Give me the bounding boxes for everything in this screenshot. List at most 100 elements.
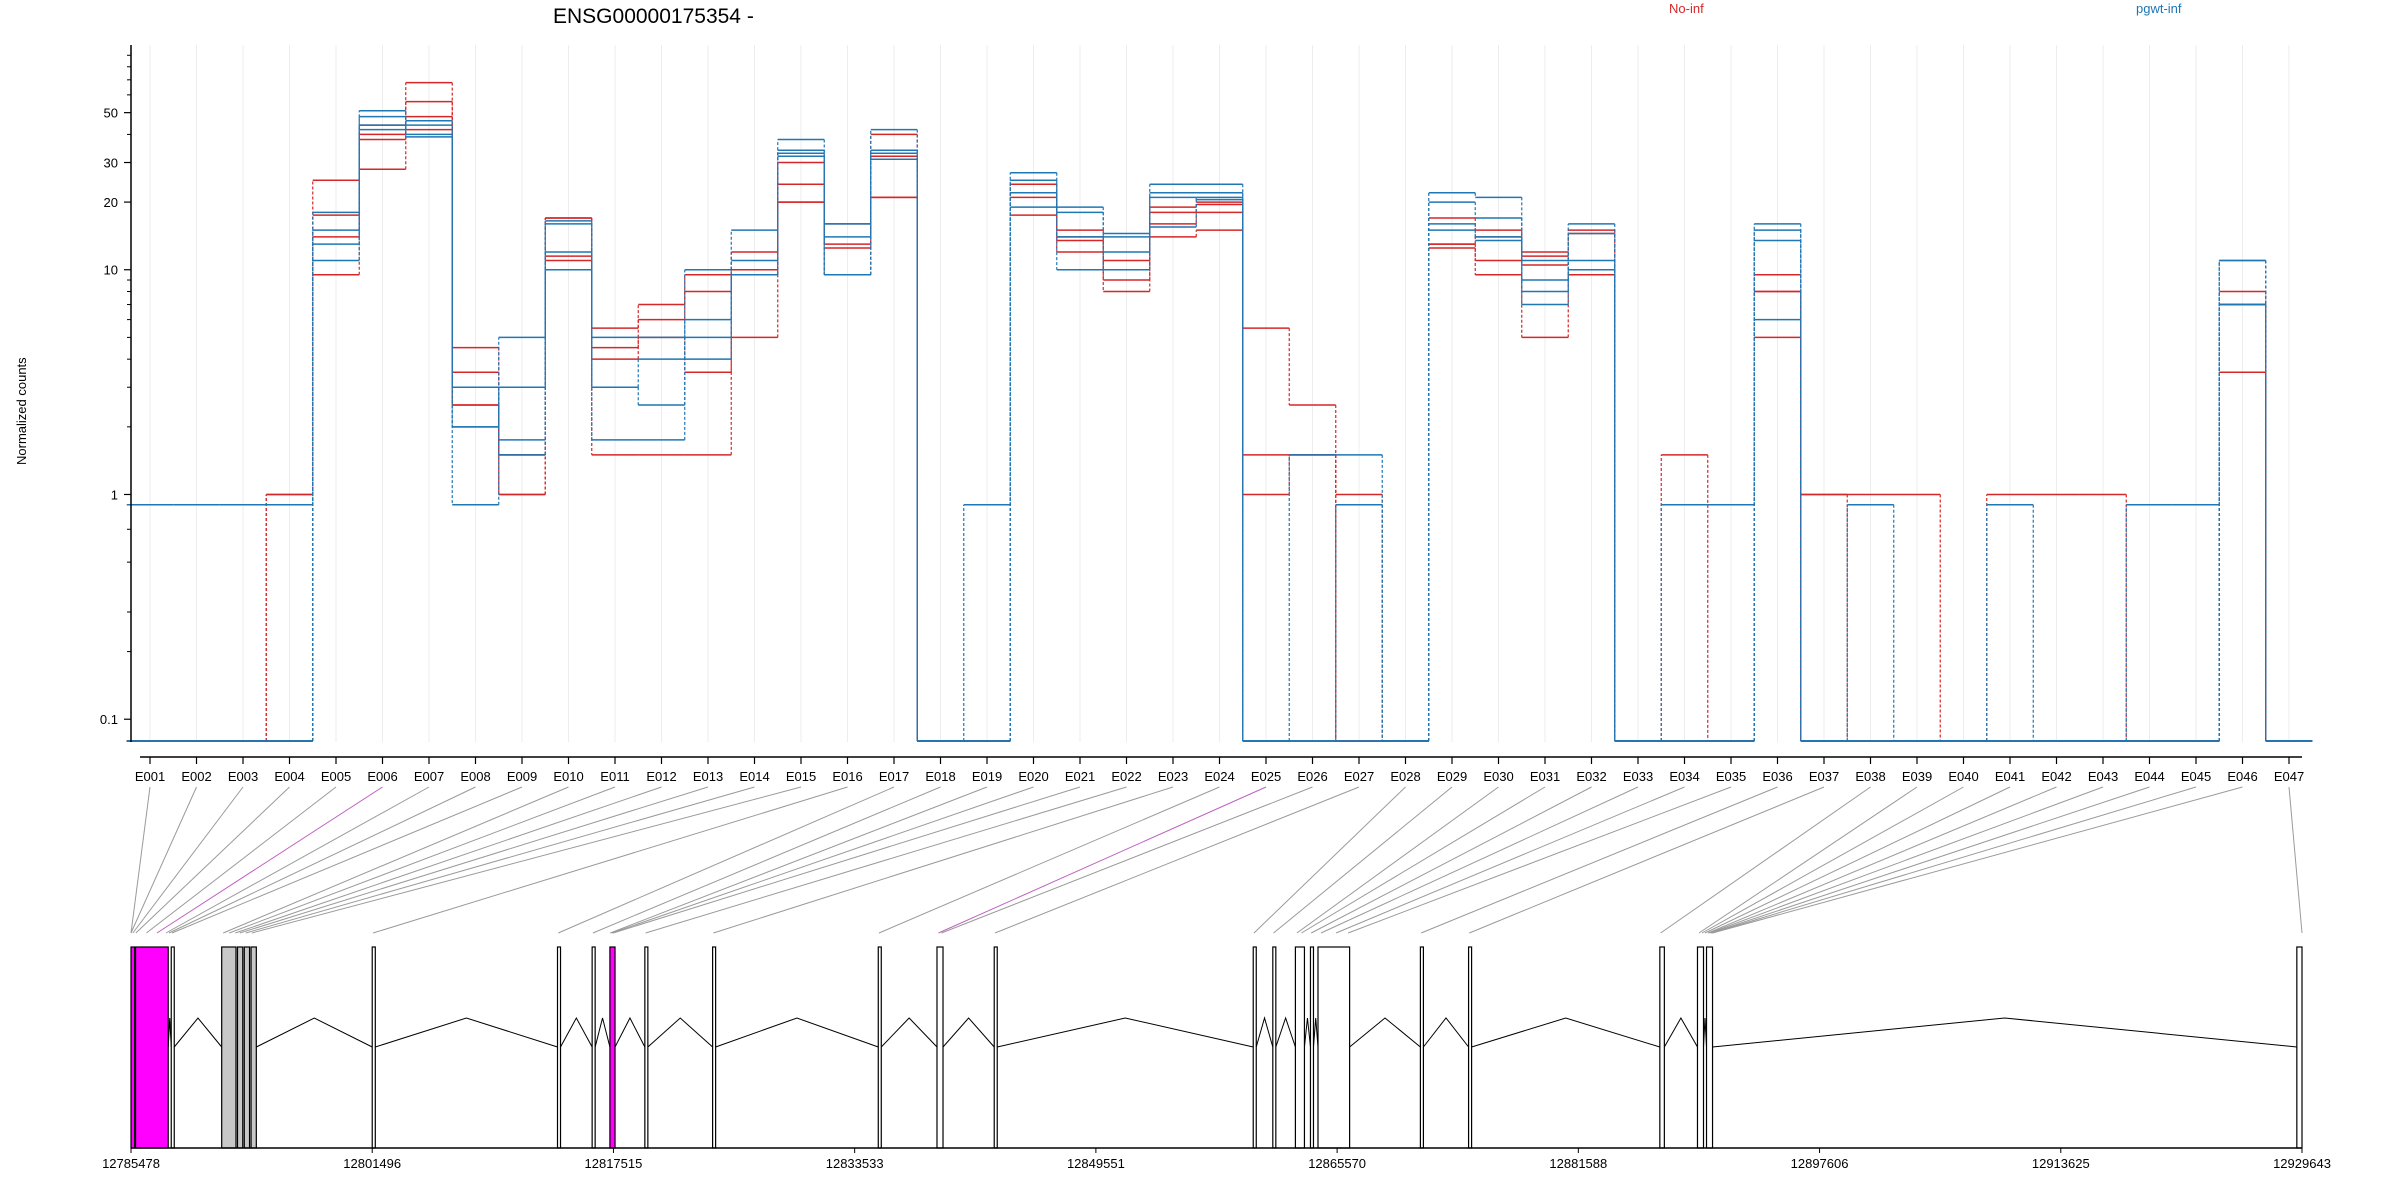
x-tick-label: E005 [321,769,351,784]
genomic-tick-label: 12929643 [2273,1156,2331,1171]
connector-line [1712,786,2243,934]
x-tick-label: E025 [1251,769,1281,784]
x-tick-label: E019 [972,769,1002,784]
series-pgwt-inf [126,124,2313,742]
connector-line [235,786,662,934]
connector-line [610,786,988,934]
connector-line [130,786,151,934]
connector-line [171,786,523,934]
x-tick-label: E026 [1297,769,1327,784]
x-tick-label: E006 [367,769,397,784]
exon-box [591,946,596,1149]
y-tick-label: 1 [111,487,118,502]
connector-line [156,786,383,934]
exon-box [1252,946,1257,1149]
x-tick-label: E003 [228,769,258,784]
intron-line [375,1017,558,1048]
x-tick-label: E023 [1158,769,1188,784]
connector-line [229,786,616,934]
connector-line [1711,786,2197,934]
intron-line [1255,1016,1274,1048]
x-tick-label: E016 [832,769,862,784]
connector-line [222,786,569,934]
x-tick-label: E042 [2041,769,2071,784]
x-tick-label: E015 [786,769,816,784]
y-tick-label: 50 [104,106,118,121]
x-tick-label: E044 [2134,769,2164,784]
exon-box [170,946,175,1149]
x-tick-label: E041 [1995,769,2025,784]
x-tick-label: E014 [739,769,769,784]
exon-box [243,946,251,1149]
y-tick-label: 0.1 [100,712,118,727]
x-tick-label: E011 [600,769,629,784]
exon-box [1272,946,1277,1149]
x-tick-label: E035 [1716,769,1746,784]
genomic-tick-label: 12801496 [343,1156,401,1171]
connector-line [1347,786,1732,934]
intron-line [1423,1017,1469,1048]
genomic-tick-label: 12849551 [1067,1156,1125,1171]
x-tick-label: E034 [1669,769,1699,784]
exon-box [221,946,237,1149]
intron-line [1303,1017,1311,1048]
x-tick-label: E040 [1948,769,1978,784]
y-tick-label: 20 [104,195,118,210]
exon-box [2296,946,2303,1149]
x-tick-label: E024 [1204,769,1234,784]
x-tick-label: E004 [274,769,304,784]
connector-line [611,786,1034,934]
x-tick-label: E007 [414,769,444,784]
connector-line [938,786,1267,934]
connector-line [558,786,895,934]
connector-line [251,786,802,934]
connector-line [1420,786,1778,934]
connector-line [1335,786,1685,934]
intron-line [1663,1016,1698,1048]
x-tick-label: E002 [181,769,211,784]
exon-box [936,946,944,1149]
connector-line [372,786,848,934]
legend-item-pgwt-inf: pgwt-inf [2136,1,2182,16]
x-tick-label: E037 [1809,769,1839,784]
x-tick-label: E030 [1483,769,1513,784]
connector-line [713,786,1174,934]
genomic-tick-label: 12897606 [1791,1156,1849,1171]
intron-line [1349,1017,1421,1048]
exon-box [236,946,244,1149]
exon-box [1419,946,1425,1149]
x-tick-label: E027 [1344,769,1374,784]
x-tick-label: E008 [460,769,490,784]
connector-line [1707,786,2057,934]
connector-line [165,786,430,934]
chart-title: ENSG00000175354 - [553,5,754,28]
genomic-axis: 12785478 12801496 12817515 12833533 12849551… [102,1147,2331,1171]
x-tick-label: E009 [507,769,537,784]
x-axis: E001 E002 E003 E004 E005 E006 E007 E008 E009 E010… [135,756,2304,784]
exon-connectors [130,786,2303,934]
intron-line [942,1017,995,1048]
x-tick-label: E031 [1530,769,1560,784]
exon-box [1294,946,1306,1149]
connector-line [1710,786,2150,934]
connector-line [1296,786,1499,934]
connector-line [168,786,476,934]
gene-model [130,946,2303,1149]
intron-line [647,1017,713,1048]
x-tick-label: E018 [925,769,955,784]
connector-line [1320,786,1639,934]
connector-line [245,786,755,934]
exon-box [134,946,169,1149]
intron-line [173,1017,223,1048]
connector-line [1704,786,2011,934]
genomic-tick-label: 12865570 [1308,1156,1366,1171]
connector-line [135,786,290,934]
connector-line [1310,786,1592,934]
x-tick-label: E032 [1576,769,1606,784]
intron-line [715,1017,879,1048]
intron-line [1275,1016,1296,1048]
x-tick-label: E020 [1018,769,1048,784]
connector-line [132,786,244,934]
exon-box [877,946,882,1149]
